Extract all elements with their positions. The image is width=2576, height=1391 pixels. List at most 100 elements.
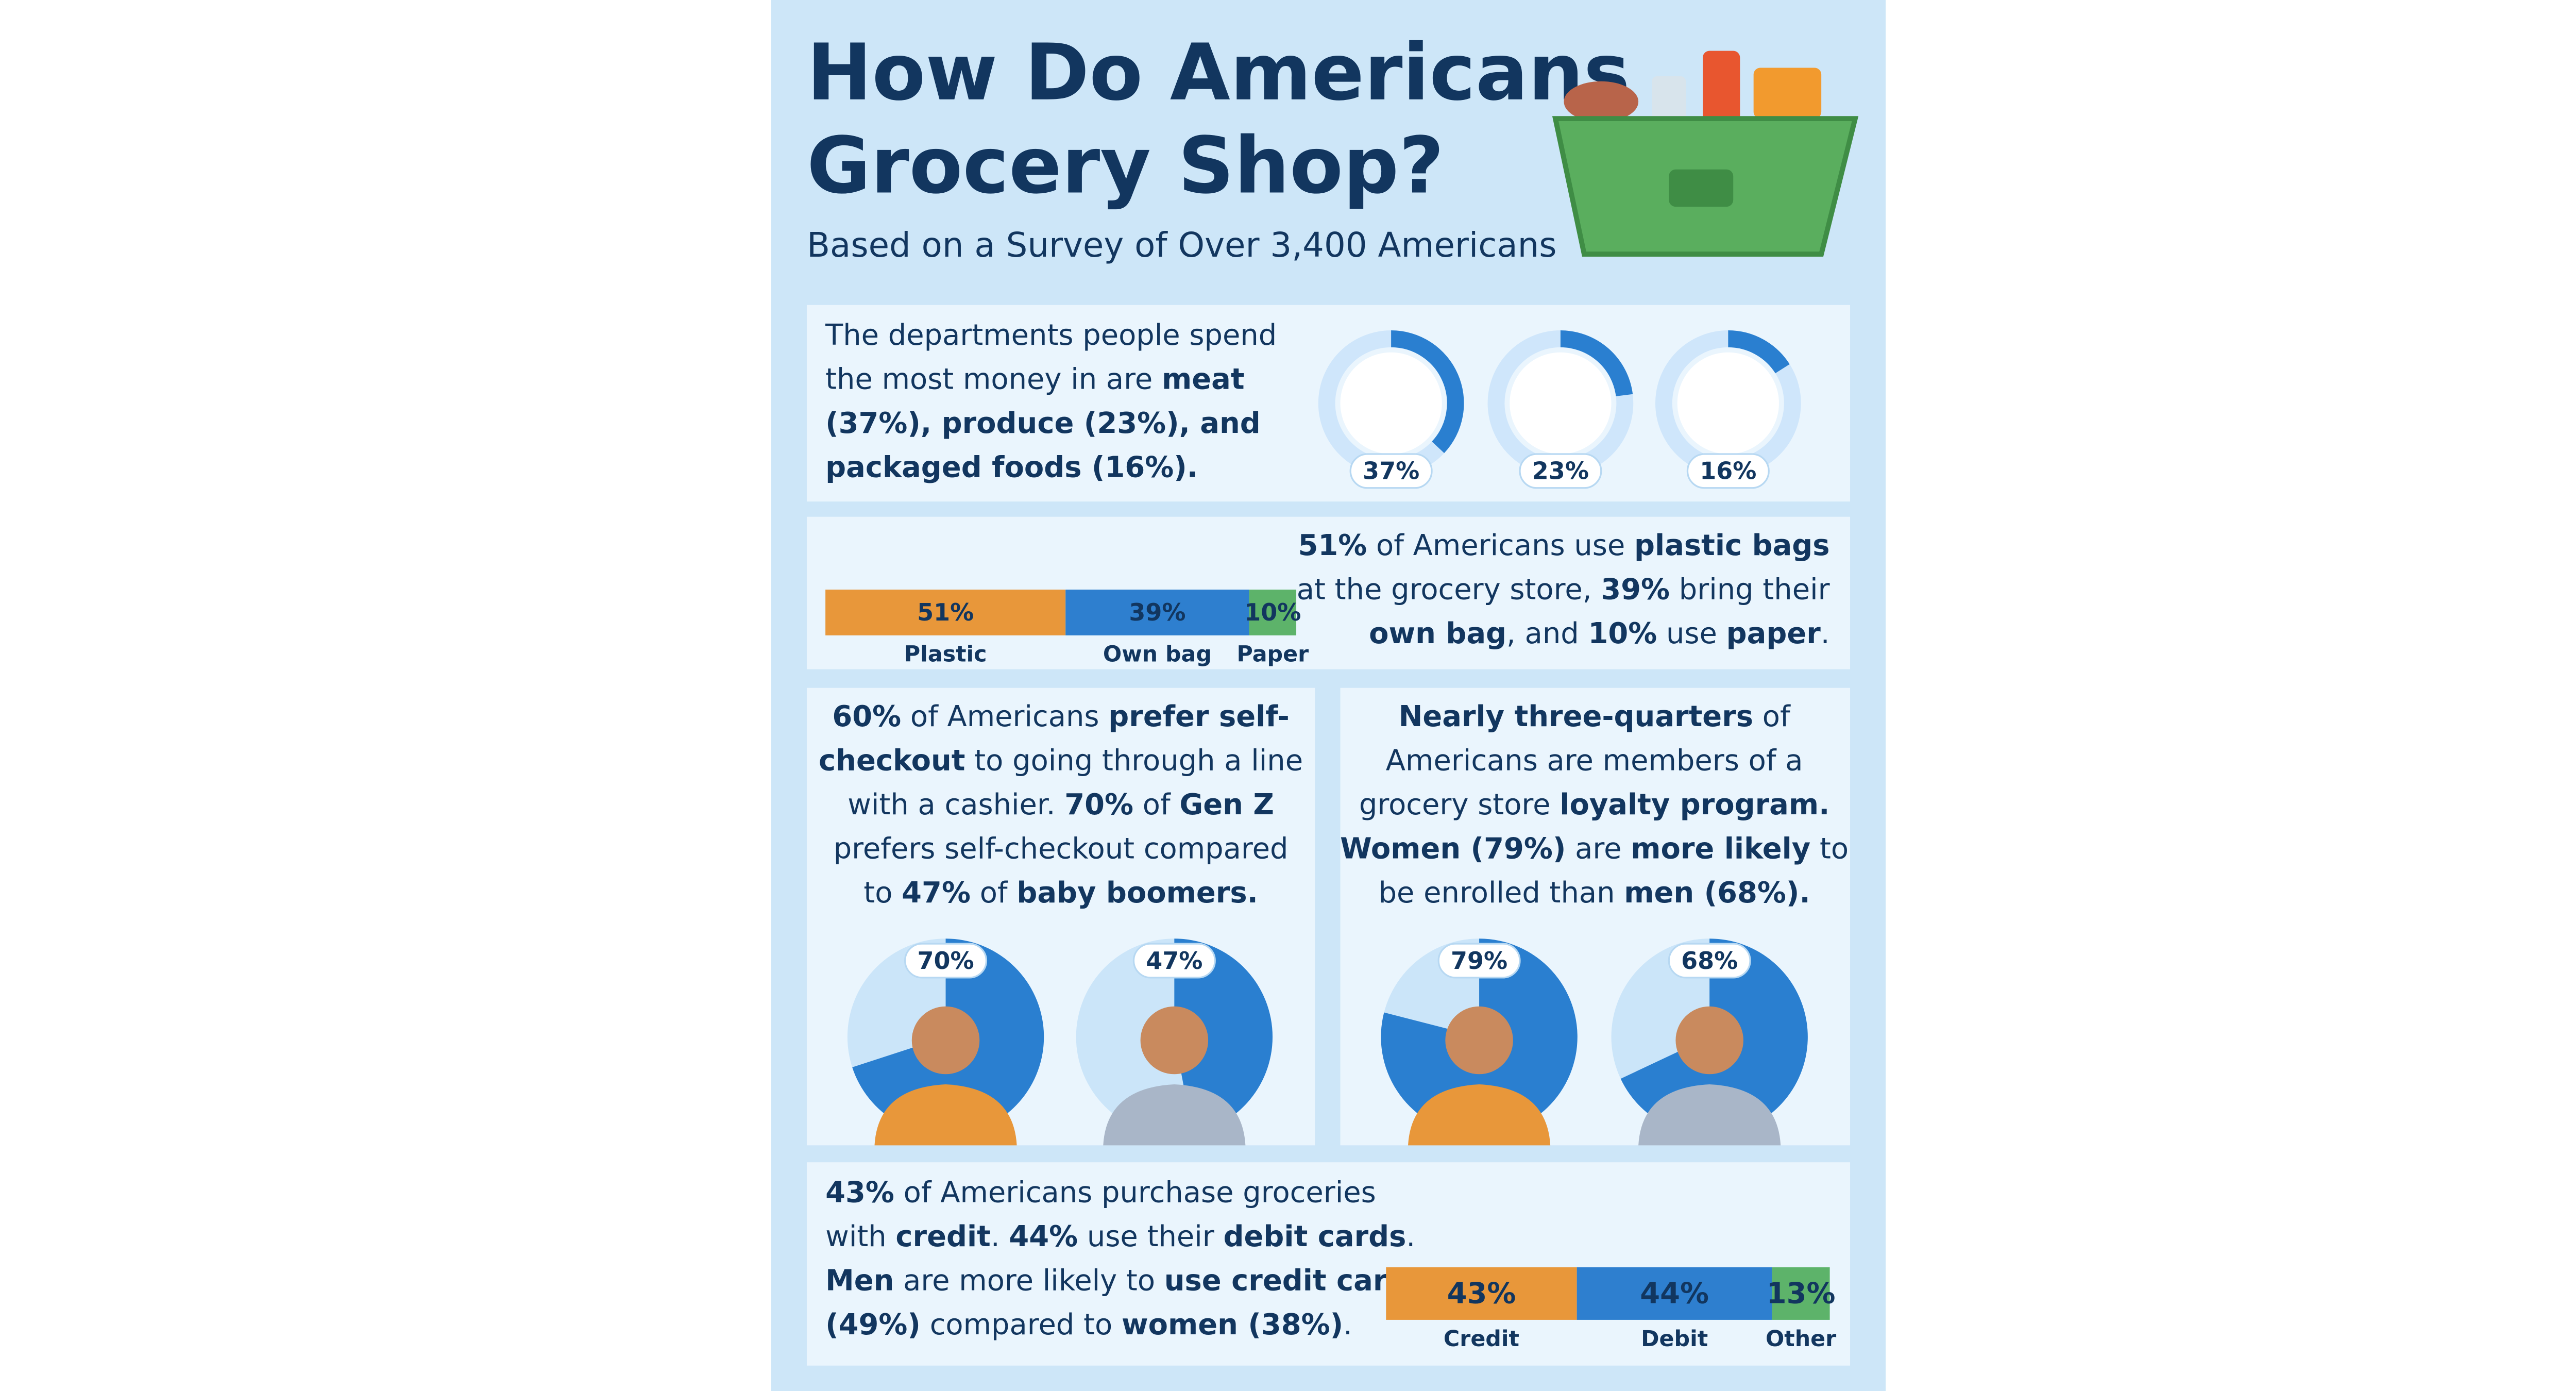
value-label: 16% xyxy=(1700,457,1756,485)
value-pill xyxy=(1132,943,1216,979)
text-run: of xyxy=(1133,788,1179,822)
text-run: the most money in are xyxy=(825,363,1162,396)
text-run: 47% xyxy=(902,876,971,910)
person-head xyxy=(1445,1006,1513,1075)
value-label: 39% xyxy=(1129,598,1185,626)
category-label: Credit xyxy=(1444,1326,1519,1352)
value-label: 68% xyxy=(1681,947,1738,975)
donut-center xyxy=(1340,352,1442,455)
text-run: 60% xyxy=(832,700,901,733)
paragraph-line: (49%) compared to women (38%). xyxy=(825,1308,1352,1342)
value-label: 51% xyxy=(917,598,974,626)
paragraph-line: Women (79%) are more likely to xyxy=(1340,832,1849,865)
category-label: Other xyxy=(1766,1326,1836,1352)
text-run: own bag xyxy=(1369,617,1506,650)
text-run: to xyxy=(863,876,902,910)
text-run: paper xyxy=(1726,617,1821,650)
text-run: men (68%). xyxy=(1624,876,1810,910)
value-pill xyxy=(1686,453,1770,489)
text-run: 70% xyxy=(1064,788,1133,822)
value-pill xyxy=(1668,943,1751,979)
paragraph-line: checkout to going through a line xyxy=(819,744,1303,777)
paragraph-line: Nearly three-quarters of xyxy=(1399,700,1791,733)
subtitle: Based on a Survey of Over 3,400 American… xyxy=(807,225,1557,265)
paragraph-line: 60% of Americans prefer self- xyxy=(832,700,1289,733)
paragraph-line: 43% of Americans purchase groceries xyxy=(825,1176,1376,1210)
category-label: Own bag xyxy=(1103,642,1212,667)
bar-segment xyxy=(1577,1267,1772,1320)
text-run: Nearly three-quarters xyxy=(1399,700,1753,733)
value-pill xyxy=(1519,453,1602,489)
text-run: grocery store xyxy=(1359,788,1560,822)
text-run: bring their xyxy=(1670,573,1830,606)
paragraph-line: packaged foods (16%). xyxy=(825,451,1198,484)
bar-segment xyxy=(1065,590,1249,635)
text-run: of Americans use xyxy=(1367,529,1634,562)
text-run: to going through a line xyxy=(965,744,1303,777)
paragraph-line: to 47% of baby boomers. xyxy=(863,876,1258,910)
text-run: Women (79%) xyxy=(1340,832,1566,865)
paragraph-line: Men are more likely to use credit cards xyxy=(825,1264,1425,1298)
person-head xyxy=(911,1006,980,1075)
bar-segment xyxy=(825,590,1066,635)
text-run: packaged foods (16%). xyxy=(825,451,1198,484)
paragraph-line: be enrolled than men (68%). xyxy=(1379,876,1810,910)
title: Grocery Shop? xyxy=(807,121,1444,211)
text-run: use their xyxy=(1078,1220,1223,1253)
bar-segment xyxy=(1386,1267,1577,1320)
text-run: credit xyxy=(895,1220,990,1253)
paragraph-line: Americans are members of a xyxy=(1386,744,1803,777)
text-run: with a cashier. xyxy=(848,788,1064,822)
value-pill xyxy=(1349,453,1433,489)
text-run: with xyxy=(825,1220,895,1253)
text-run: use credit cards xyxy=(1164,1264,1425,1298)
text-run: of xyxy=(1753,700,1791,733)
text-run: compared to xyxy=(921,1308,1122,1342)
text-run: 39% xyxy=(1601,573,1670,606)
text-run: to xyxy=(1810,832,1849,865)
paragraph-line: the most money in are meat xyxy=(825,363,1244,396)
text-run: use xyxy=(1657,617,1726,650)
person-body xyxy=(1103,1084,1246,1146)
value-pill xyxy=(1437,943,1521,979)
text-run: 44% xyxy=(1009,1220,1078,1253)
pie-wedge xyxy=(1174,938,1273,1134)
text-run: . xyxy=(1406,1220,1415,1253)
text-run: Americans are members of a xyxy=(1386,744,1803,777)
text-run: more likely xyxy=(1631,832,1810,865)
text-run: Men xyxy=(825,1264,894,1298)
text-run: meat xyxy=(1162,363,1245,396)
text-run: 10% xyxy=(1588,617,1657,650)
text-run: . xyxy=(1343,1308,1352,1342)
value-label: 10% xyxy=(1244,598,1301,626)
value-label: 44% xyxy=(1640,1277,1709,1310)
person-head xyxy=(1675,1006,1743,1075)
value-label: 79% xyxy=(1451,947,1507,975)
paragraph-line: with a cashier. 70% of Gen Z xyxy=(848,788,1274,822)
category-label: Debit xyxy=(1641,1326,1708,1352)
text-run: of Americans xyxy=(901,700,1108,733)
bar-segment xyxy=(1249,590,1297,635)
paragraph-line: prefers self-checkout compared xyxy=(834,832,1289,865)
title: How Do Americans xyxy=(807,27,1630,118)
text-run: 43% xyxy=(825,1176,894,1210)
text-run: (49%) xyxy=(825,1308,921,1342)
text-run: . xyxy=(1821,617,1830,650)
text-run: are xyxy=(1566,832,1631,865)
person-body xyxy=(1408,1084,1551,1146)
paragraph-line: 51% of Americans use plastic bags xyxy=(1298,529,1830,562)
person-body xyxy=(1638,1084,1781,1146)
text-run: baby boomers. xyxy=(1016,876,1258,910)
value-label: 23% xyxy=(1532,457,1589,485)
value-label: 37% xyxy=(1363,457,1419,485)
text-run: . xyxy=(991,1220,1009,1253)
text-run: debit cards xyxy=(1224,1220,1406,1253)
text-run: loyalty program. xyxy=(1560,788,1829,822)
donut-arc xyxy=(1391,330,1464,454)
text-run: be enrolled than xyxy=(1379,876,1624,910)
text-run: The departments people spend xyxy=(825,319,1277,352)
text-run: 51% xyxy=(1298,529,1367,562)
paragraph-line: with credit. 44% use their debit cards. xyxy=(825,1220,1415,1253)
basket-illustration xyxy=(1552,51,1859,257)
